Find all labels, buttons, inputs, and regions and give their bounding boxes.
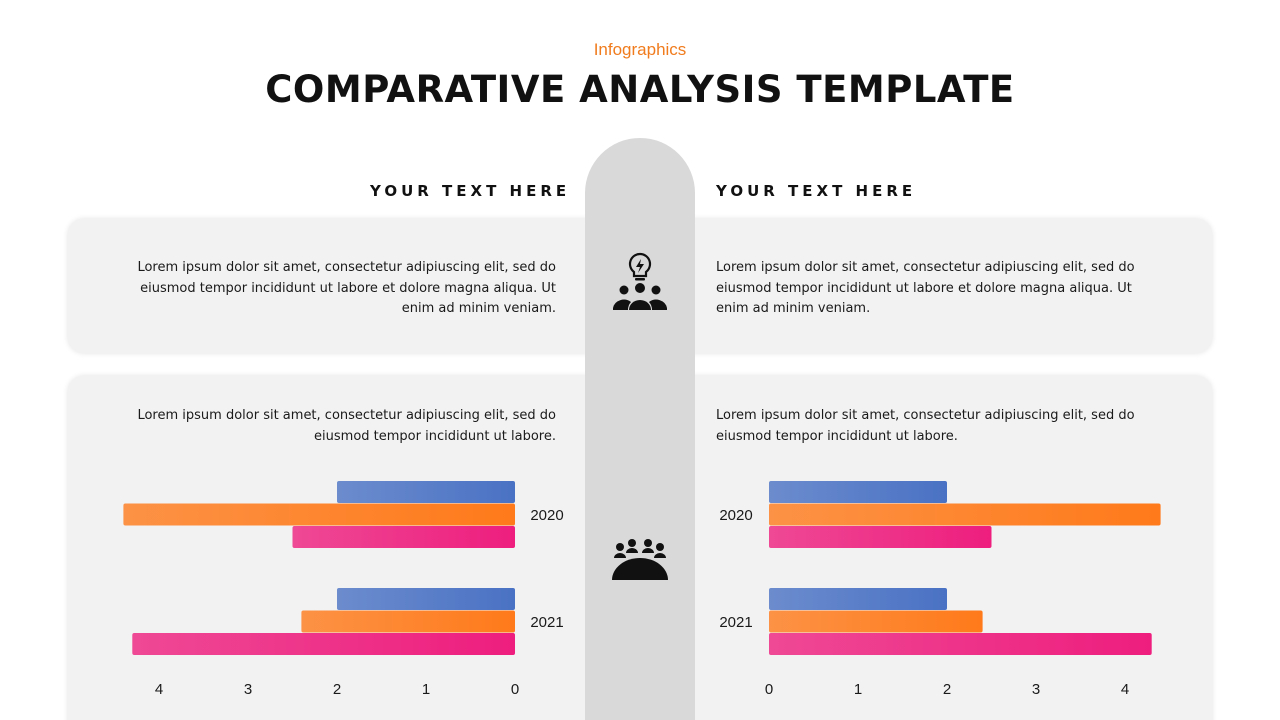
category-label-right-2021: 2021 [719, 614, 752, 631]
left-paragraph-2: Lorem ipsum dolor sit amet, consectetur … [137, 408, 556, 444]
tick-label-right-2: 2 [943, 681, 951, 698]
bar-left-2021-series-1 [337, 588, 515, 610]
bar-right-2021-series-2 [769, 610, 983, 633]
tick-label-left-2: 2 [333, 681, 341, 698]
left-heading: YOUR TEXT HERE [370, 182, 571, 200]
center-spine [585, 138, 695, 720]
bar-left-2020-series-2 [123, 503, 516, 526]
category-label-right-2020: 2020 [719, 507, 752, 524]
tick-label-right-4: 4 [1121, 681, 1129, 698]
bar-right-2020-series-1 [769, 481, 947, 503]
bar-right-2021-series-1 [769, 588, 947, 610]
category-label-left-2020: 2020 [530, 507, 563, 524]
left-paragraph-1: Lorem ipsum dolor sit amet, consectetur … [137, 260, 556, 316]
right-heading: YOUR TEXT HERE [716, 182, 917, 200]
category-label-left-2021: 2021 [530, 614, 563, 631]
bar-right-2021-series-3 [769, 633, 1152, 655]
tick-label-right-0: 0 [765, 681, 773, 698]
tick-label-left-0: 0 [511, 681, 519, 698]
bar-left-2021-series-2 [301, 610, 515, 633]
lightbulb-team-icon [610, 252, 670, 312]
right-paragraph-1: Lorem ipsum dolor sit amet, consectetur … [716, 260, 1135, 316]
tick-label-left-3: 3 [244, 681, 252, 698]
right-paragraph-2: Lorem ipsum dolor sit amet, consectetur … [716, 408, 1135, 444]
tick-label-right-3: 3 [1032, 681, 1040, 698]
bar-right-2020-series-3 [769, 526, 992, 548]
eyebrow-label: Infographics [593, 40, 687, 59]
tick-label-left-1: 1 [422, 681, 430, 698]
bar-left-2021-series-3 [132, 633, 516, 655]
tick-label-right-1: 1 [854, 681, 862, 698]
tick-label-left-4: 4 [155, 681, 163, 698]
bar-right-2020-series-2 [769, 503, 1161, 526]
team-meeting-icon [610, 538, 670, 582]
left-bar-chart: 2020 2021 4 3 2 1 0 [0, 470, 640, 710]
bar-left-2020-series-1 [337, 481, 515, 503]
right-bar-chart: 2020 2021 0 1 2 3 4 [640, 470, 1280, 710]
bar-left-2020-series-3 [292, 526, 515, 548]
page-title: COMPARATIVE ANALYSIS TEMPLATE [265, 68, 1015, 111]
